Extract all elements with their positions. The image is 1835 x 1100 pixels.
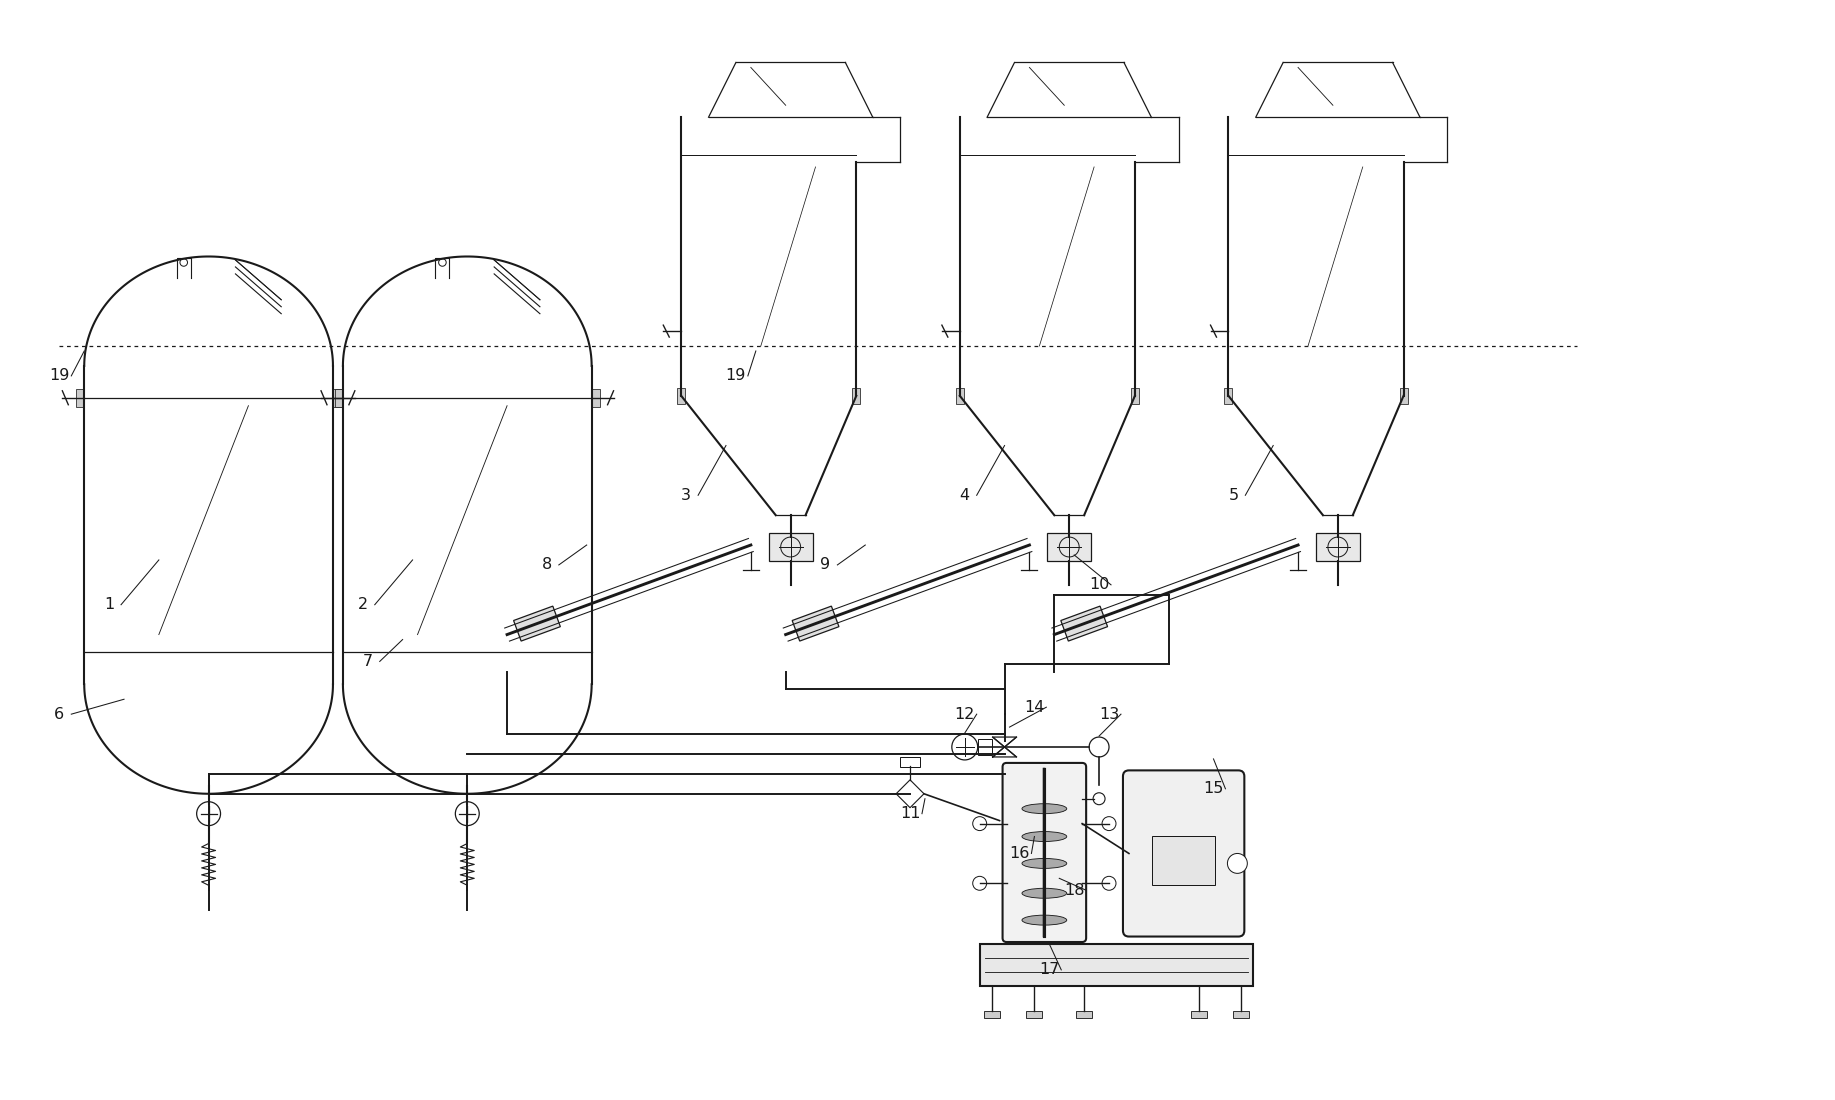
Bar xyxy=(978,739,991,755)
Text: 6: 6 xyxy=(55,706,64,722)
Bar xyxy=(956,388,963,404)
Text: 11: 11 xyxy=(899,806,921,822)
Polygon shape xyxy=(793,606,839,641)
FancyBboxPatch shape xyxy=(1123,770,1244,936)
Ellipse shape xyxy=(1022,804,1066,814)
Ellipse shape xyxy=(1017,829,1072,844)
Bar xyxy=(1048,534,1092,561)
Bar xyxy=(1400,388,1407,404)
Text: 19: 19 xyxy=(50,368,70,384)
Text: 16: 16 xyxy=(1009,846,1029,861)
Ellipse shape xyxy=(1017,857,1072,870)
Bar xyxy=(851,388,861,404)
Text: 7: 7 xyxy=(363,653,373,669)
Ellipse shape xyxy=(1022,832,1066,842)
Text: 1: 1 xyxy=(105,597,114,613)
Bar xyxy=(1233,1011,1250,1018)
Circle shape xyxy=(1094,793,1105,805)
Bar xyxy=(769,534,813,561)
Text: 18: 18 xyxy=(1064,883,1084,898)
Text: 8: 8 xyxy=(541,558,552,572)
Text: 12: 12 xyxy=(954,706,974,722)
Bar xyxy=(77,388,84,407)
Text: 3: 3 xyxy=(681,487,692,503)
Text: 10: 10 xyxy=(1088,578,1110,592)
Ellipse shape xyxy=(1017,913,1072,927)
Bar xyxy=(984,1011,1000,1018)
Bar xyxy=(1191,1011,1207,1018)
Circle shape xyxy=(1090,737,1108,757)
Text: 2: 2 xyxy=(358,597,367,613)
Bar xyxy=(1026,1011,1042,1018)
Polygon shape xyxy=(514,606,560,641)
Circle shape xyxy=(1103,816,1116,831)
Ellipse shape xyxy=(1022,915,1066,925)
Ellipse shape xyxy=(1022,889,1066,899)
Ellipse shape xyxy=(1017,887,1072,900)
Text: 13: 13 xyxy=(1099,706,1119,722)
Circle shape xyxy=(1228,854,1248,873)
Circle shape xyxy=(973,877,987,890)
Ellipse shape xyxy=(1022,858,1066,868)
Text: 14: 14 xyxy=(1024,700,1044,715)
Circle shape xyxy=(973,816,987,831)
Text: 19: 19 xyxy=(725,368,747,384)
Text: 4: 4 xyxy=(960,487,971,503)
Text: 5: 5 xyxy=(1228,487,1239,503)
Bar xyxy=(1224,388,1233,404)
Bar xyxy=(1130,388,1140,404)
Circle shape xyxy=(952,734,978,760)
Text: 9: 9 xyxy=(820,558,831,572)
FancyBboxPatch shape xyxy=(1002,763,1086,942)
Bar xyxy=(591,388,600,407)
Bar xyxy=(336,388,343,407)
Bar xyxy=(901,757,919,767)
Bar xyxy=(980,944,1253,986)
Polygon shape xyxy=(1061,606,1108,641)
Bar xyxy=(1316,534,1360,561)
Bar xyxy=(1152,836,1215,886)
Ellipse shape xyxy=(1017,802,1072,816)
Text: 17: 17 xyxy=(1039,962,1059,978)
Bar xyxy=(677,388,684,404)
Bar xyxy=(1075,1011,1092,1018)
Bar xyxy=(332,388,341,407)
Text: 15: 15 xyxy=(1204,781,1224,796)
Circle shape xyxy=(1103,877,1116,890)
